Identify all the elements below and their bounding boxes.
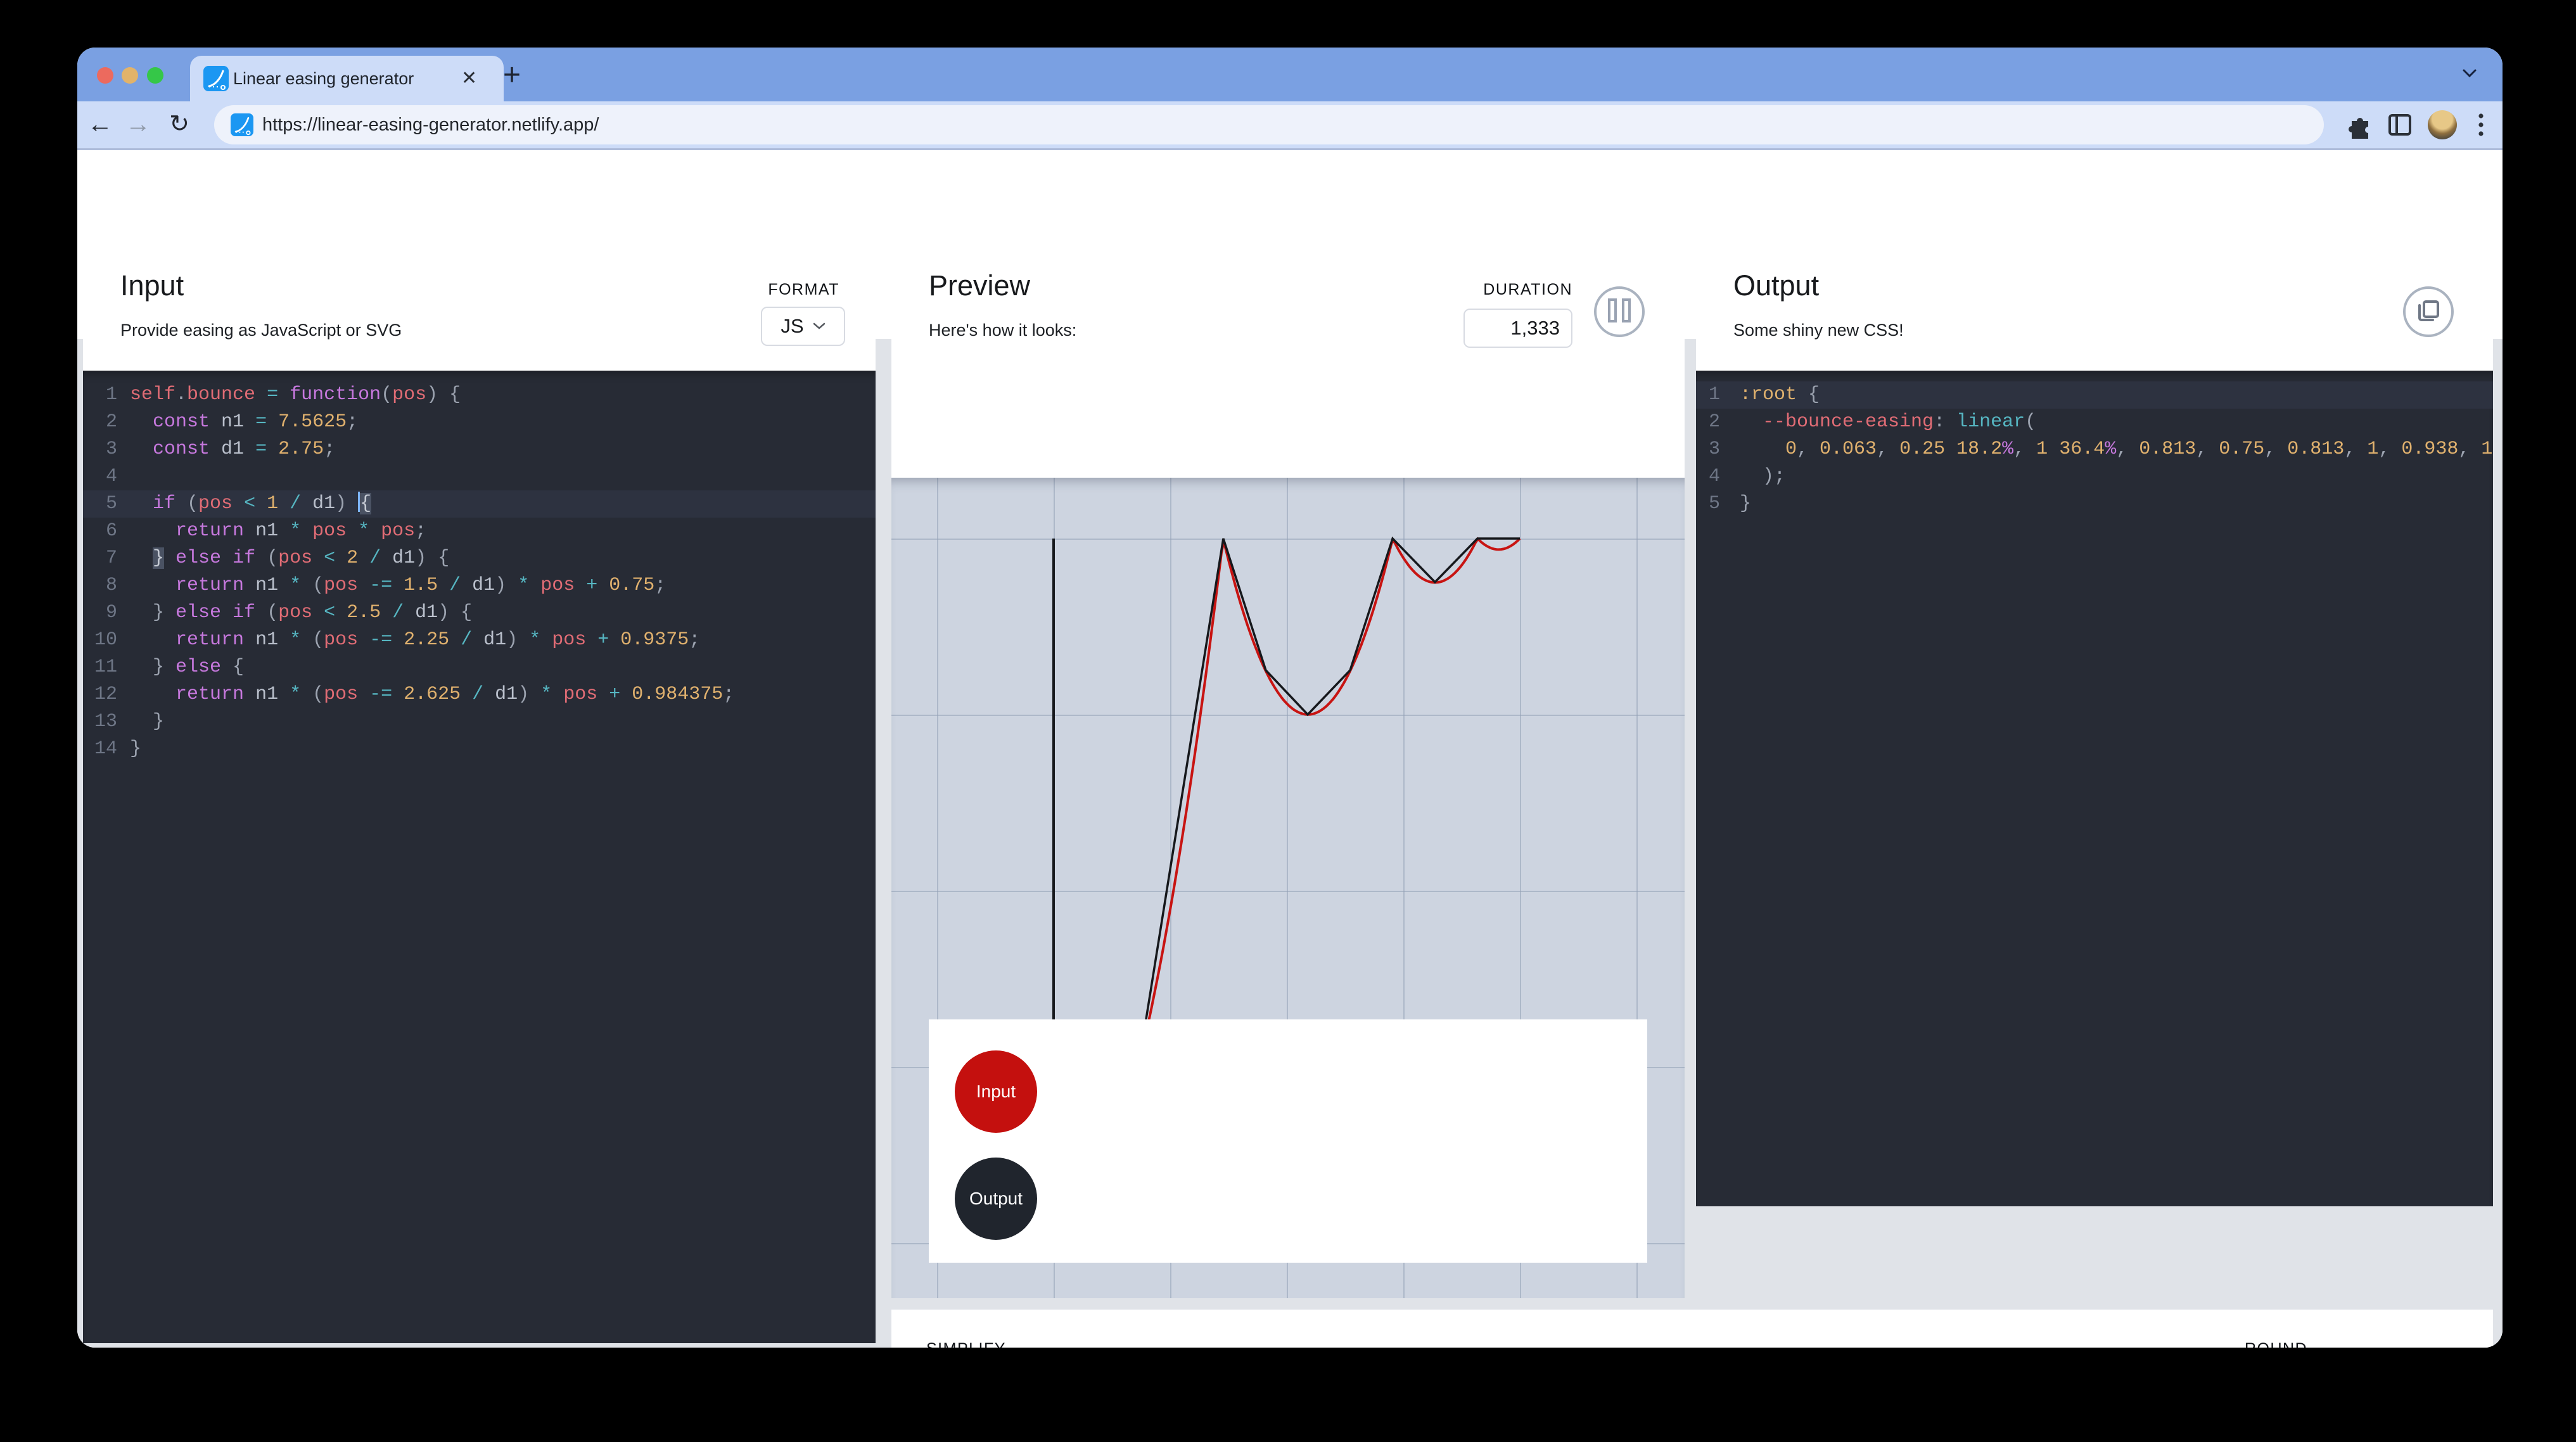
browser-window: Linear easing generator ✕ + ← → ↻ https:… [77, 48, 2503, 1348]
duration-label: DURATION [1483, 281, 1572, 298]
input-panel-subtitle: Provide easing as JavaScript or SVG [120, 321, 402, 340]
code-line: 2 const n1 = 7.5625; [105, 411, 359, 433]
tab-favicon [203, 66, 229, 91]
simplify-label: SIMPLIFY [926, 1340, 1116, 1348]
code-line: 10 return n1 * (pos -= 2.25 / d1) * pos … [94, 629, 701, 651]
side-panel-icon[interactable] [2387, 112, 2413, 137]
output-ball-label: Output [969, 1189, 1023, 1208]
code-line: 9 } else if (pos < 2.5 / d1) { [105, 602, 473, 623]
window-close-button[interactable] [97, 67, 113, 84]
output-panel: Output Some shiny new CSS! 1:root {2 --b… [1696, 249, 2493, 1206]
new-tab-button[interactable]: + [503, 58, 521, 92]
tab-title: Linear easing generator [233, 69, 414, 88]
input-ball: Input [955, 1050, 1037, 1133]
code-line: 7 } else if (pos < 2 / d1) { [105, 547, 450, 569]
code-line: 14} [94, 738, 142, 760]
input-panel: Input Provide easing as JavaScript or SV… [83, 249, 876, 1343]
round-label: ROUND [2245, 1340, 2435, 1348]
format-select-value: JS [781, 315, 804, 337]
reload-icon[interactable]: ↻ [169, 111, 189, 137]
code-line: 5} [1708, 493, 1752, 514]
format-label: FORMAT [768, 281, 839, 298]
code-line: 4 ); [1708, 466, 1786, 487]
pause-icon [1608, 298, 1631, 326]
url-bar[interactable]: https://linear-easing-generator.netlify.… [214, 105, 2324, 144]
input-code-editor[interactable]: 1 self.bounce = function(pos) { 2 const n1… [83, 371, 876, 1343]
code-line: 4 [105, 466, 117, 487]
code-line: 12 return n1 * (pos -= 2.625 / d1) * pos… [94, 684, 735, 705]
input-panel-title: Input [120, 269, 184, 302]
copy-button[interactable] [2403, 286, 2454, 337]
url-text: https://linear-easing-generator.netlify.… [262, 115, 599, 135]
animation-demo-box: Input Output [929, 1019, 1647, 1263]
code-line: 1 self.bounce = function(pos) { [105, 384, 461, 405]
format-select[interactable]: JS [761, 307, 845, 346]
code-line: 11 } else { [94, 656, 245, 678]
code-line: 1:root { [1696, 381, 2493, 409]
chevron-down-icon [813, 322, 825, 329]
slider-strip: SIMPLIFY ROUND [891, 1310, 2493, 1348]
output-code-editor[interactable]: 1:root {2 --bounce-easing: linear( 3 0, 0… [1696, 371, 2493, 1206]
duration-input[interactable]: 1,333 [1463, 309, 1572, 348]
code-line: 2 --bounce-easing: linear( [1708, 411, 2037, 433]
profile-avatar[interactable] [2428, 110, 2457, 139]
tab-close-icon[interactable]: ✕ [461, 68, 478, 89]
output-ball: Output [955, 1158, 1037, 1240]
menu-dots-icon[interactable] [2473, 110, 2489, 139]
copy-icon [2418, 300, 2439, 321]
tab-search-chevron-icon[interactable] [2461, 67, 2478, 79]
code-line: 3 const d1 = 2.75; [105, 438, 336, 460]
tab-strip: Linear easing generator ✕ + [77, 48, 2503, 101]
preview-panel-title: Preview [929, 269, 1031, 302]
back-icon[interactable]: ← [87, 110, 113, 138]
window-minimize-button[interactable] [122, 67, 138, 84]
pause-button[interactable] [1594, 286, 1645, 337]
output-panel-title: Output [1733, 269, 1820, 302]
output-panel-subtitle: Some shiny new CSS! [1733, 321, 1904, 340]
urlbar-favicon [231, 113, 253, 136]
code-line: 6 return n1 * pos * pos; [105, 520, 427, 542]
preview-panel: Preview Here's how it looks: DURATION 1,… [891, 249, 1685, 1298]
browser-toolbar: ← → ↻ https://linear-easing-generator.ne… [77, 101, 2503, 148]
window-zoom-button[interactable] [147, 67, 163, 84]
extensions-puzzle-icon[interactable] [2344, 111, 2372, 139]
code-line: 13 } [94, 711, 165, 732]
code-line: 8 return n1 * (pos -= 1.5 / d1) * pos + … [105, 575, 666, 596]
forward-icon[interactable]: → [125, 110, 151, 138]
preview-chart-area: Input Output [891, 478, 1685, 1298]
app-page: linear() generator Presets Input Provide… [77, 150, 2503, 1348]
code-line: 5 if (pos < 1 / d1) { [83, 490, 876, 518]
input-ball-label: Input [976, 1082, 1016, 1101]
browser-tab[interactable]: Linear easing generator ✕ [190, 56, 504, 101]
preview-panel-subtitle: Here's how it looks: [929, 321, 1077, 340]
toolbar-divider [77, 148, 2503, 150]
code-line: 3 0, 0.063, 0.25 18.2%, 1 36.4%, 0.813, … [1708, 438, 2493, 460]
